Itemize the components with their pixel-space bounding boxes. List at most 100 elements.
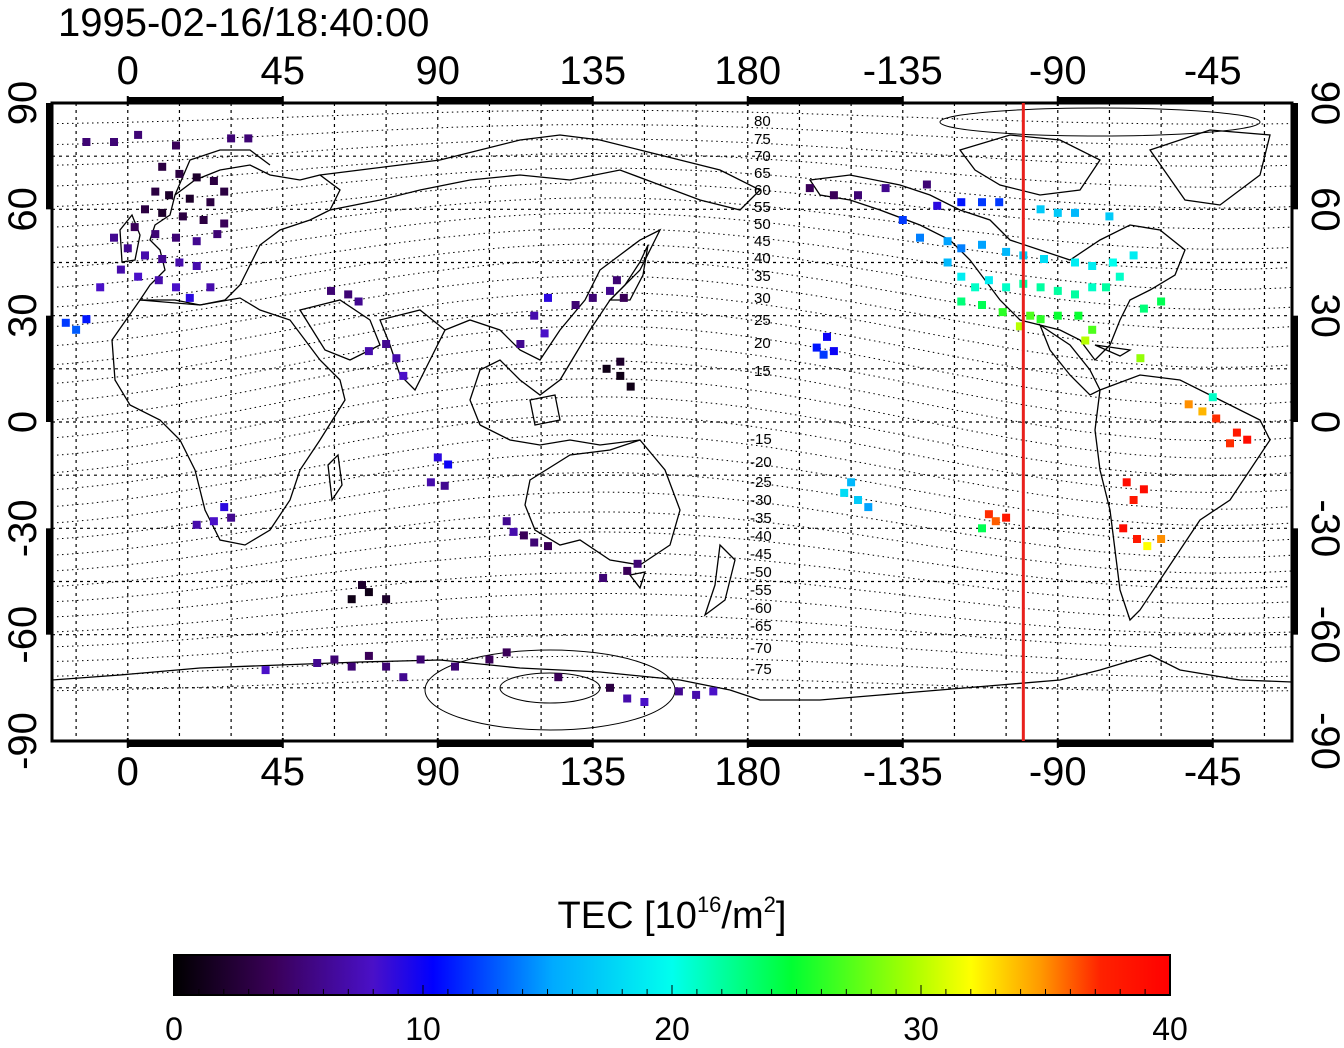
north-polar-oval (939, 107, 1261, 137)
left-tick-label: 90 (1, 81, 45, 126)
tec-point (943, 237, 952, 246)
tec-point (72, 325, 81, 334)
tec-point (995, 198, 1004, 207)
tec-point (599, 574, 608, 582)
contour-label: 80 (754, 113, 771, 130)
geomagnetic-latitude-contours (52, 107, 1292, 731)
tec-point (172, 233, 180, 242)
contour-label: 45 (754, 233, 771, 250)
tec-point (178, 212, 187, 221)
south-polar-oval-inner (499, 672, 601, 704)
tec-point (1133, 535, 1141, 543)
tec-point (1122, 478, 1131, 487)
contour-line (52, 153, 1292, 188)
tec-point (984, 510, 993, 519)
contour-label: 50 (754, 216, 771, 233)
tec-point (1088, 283, 1097, 292)
colorbar-tick-label: 30 (903, 1011, 939, 1047)
right-tick-label: -90 (1303, 712, 1344, 770)
tec-point (327, 286, 335, 295)
contour-label: 15 (754, 363, 771, 380)
top-tick-label: -45 (1184, 49, 1242, 93)
tec-point (1053, 286, 1062, 295)
tec-point (1088, 325, 1097, 334)
tec-point (612, 276, 621, 285)
tec-point (1143, 542, 1152, 551)
tec-point (199, 216, 208, 224)
tec-point (1157, 535, 1166, 543)
bottom-tick-label: -45 (1184, 750, 1242, 794)
contour-line (52, 124, 1292, 146)
tec-point (606, 683, 614, 692)
top-axis-band (747, 97, 903, 104)
tec-point (1088, 262, 1097, 270)
tec-point (1071, 290, 1079, 299)
top-tick-label: -135 (863, 49, 943, 93)
tec-point (957, 297, 966, 306)
contour-label: -70 (750, 640, 772, 657)
latitude-axes: 90 90 60 60 30 30 0 0 -30 -30 -60 -60 -90 -90 (1, 81, 1344, 770)
contour-label: -50 (750, 564, 772, 581)
tec-point (1129, 496, 1138, 504)
tec-point (854, 191, 862, 200)
tec-point (916, 233, 924, 242)
tec-point (588, 293, 597, 302)
left-tick-label: 30 (1, 293, 45, 338)
contour-line (52, 360, 1292, 442)
tec-point (640, 698, 649, 706)
tec-point (158, 255, 167, 263)
tec-point (358, 581, 366, 589)
tec-point (692, 690, 701, 699)
colorbar-ticks: 0 10 20 30 40 (165, 985, 1188, 1047)
colorbar-tick-label: 40 (1152, 1011, 1188, 1047)
tec-point (971, 283, 980, 292)
contour-line (52, 291, 1292, 368)
tec-point (1136, 354, 1145, 363)
top-tick-label: 45 (261, 49, 306, 93)
tec-point (1081, 336, 1090, 345)
right-axis-band (1291, 528, 1298, 635)
tec-point (220, 187, 229, 196)
right-tick-label: 30 (1303, 293, 1344, 338)
right-tick-label: -30 (1303, 499, 1344, 557)
tec-point (933, 201, 942, 210)
bottom-tick-label: 180 (714, 750, 781, 794)
top-axis-band (127, 97, 283, 104)
tec-point (151, 230, 160, 239)
tec-point (1129, 251, 1138, 260)
tec-point (957, 272, 966, 281)
contour-line (52, 109, 1292, 125)
tec-point (96, 283, 105, 292)
contour-label: -40 (750, 528, 772, 545)
bottom-axis-band (747, 740, 903, 747)
contour-line (52, 378, 1292, 459)
bottom-tick-label: 90 (416, 750, 461, 794)
tec-point (1105, 212, 1114, 221)
tec-point (829, 347, 838, 356)
tec-point (943, 258, 952, 267)
tec-point (134, 130, 143, 139)
tec-point (382, 595, 391, 604)
left-tick-label: -30 (1, 499, 45, 557)
bottom-axis-band (1057, 740, 1213, 747)
top-tick-label: 0 (117, 49, 139, 93)
tec-point (175, 169, 184, 178)
tec-point (1208, 393, 1217, 402)
contour-line (52, 275, 1292, 349)
tec-point (502, 517, 511, 526)
tec-point (1036, 205, 1045, 214)
longitude-axes: 0045459090135135180180-135-135-90-90-45-… (117, 49, 1242, 794)
tec-point (898, 216, 907, 224)
tec-point (502, 648, 511, 657)
tec-point (1108, 258, 1117, 267)
contour-line (52, 655, 1292, 678)
contour-label: 20 (754, 335, 771, 352)
tec-point (544, 542, 552, 551)
tec-point (823, 332, 831, 341)
tec-point (516, 340, 525, 348)
bottom-tick-mark (126, 738, 129, 748)
tec-point (440, 481, 449, 490)
tec-point (244, 134, 253, 143)
contour-label: 55 (754, 199, 771, 216)
left-tick-label: 0 (1, 411, 45, 433)
